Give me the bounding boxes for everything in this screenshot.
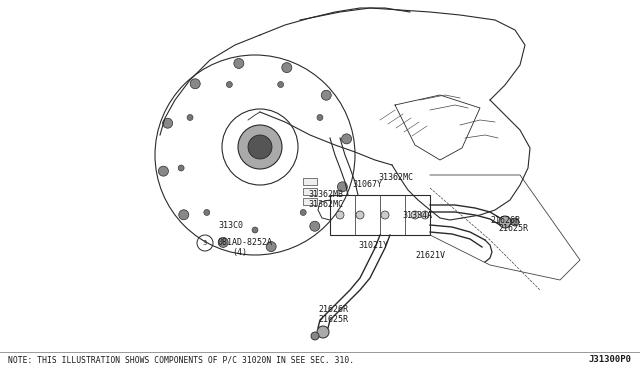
Circle shape [266,241,276,251]
Circle shape [178,165,184,171]
Circle shape [342,134,351,144]
Circle shape [337,182,348,192]
Text: 21625R: 21625R [318,315,348,324]
Text: NOTE: THIS ILLUSTRATION SHOWS COMPONENTS OF P/C 31020N IN SEE SEC. 310.: NOTE: THIS ILLUSTRATION SHOWS COMPONENTS… [8,356,354,365]
Circle shape [411,211,419,219]
Text: 21626R: 21626R [490,215,520,224]
Circle shape [159,166,168,176]
Text: 31362MC: 31362MC [378,173,413,182]
Text: 21621V: 21621V [415,250,445,260]
Bar [303,178,317,185]
Circle shape [300,209,306,215]
Text: 081AD-8252A: 081AD-8252A [218,237,273,247]
Circle shape [317,115,323,121]
Circle shape [278,81,284,87]
Bar [303,188,317,195]
Circle shape [421,211,429,219]
Text: J31300P0: J31300P0 [589,356,632,365]
Text: 21626R: 21626R [318,305,348,314]
Text: 313C0: 313C0 [218,221,243,230]
Text: 31021Y: 31021Y [358,241,388,250]
Circle shape [321,90,332,100]
Circle shape [204,209,210,215]
Circle shape [336,211,344,219]
Circle shape [227,81,232,87]
Text: (4): (4) [232,247,247,257]
Circle shape [252,227,258,233]
Circle shape [248,135,272,159]
Circle shape [179,210,189,220]
Text: 21625R: 21625R [498,224,528,232]
Text: 31362MC: 31362MC [308,199,343,208]
Text: 31362MB: 31362MB [308,189,343,199]
Circle shape [282,62,292,73]
Text: 31334A: 31334A [402,211,432,219]
Circle shape [310,221,320,231]
Circle shape [163,118,173,128]
Circle shape [218,237,228,247]
Circle shape [190,79,200,89]
Text: 31067Y: 31067Y [352,180,382,189]
Circle shape [317,326,329,338]
Circle shape [187,115,193,121]
Text: 3: 3 [203,240,207,246]
Circle shape [499,216,511,228]
Circle shape [356,211,364,219]
Circle shape [311,332,319,340]
Circle shape [238,125,282,169]
Circle shape [511,218,519,226]
Circle shape [381,211,389,219]
Circle shape [234,58,244,68]
Bar [303,198,317,205]
